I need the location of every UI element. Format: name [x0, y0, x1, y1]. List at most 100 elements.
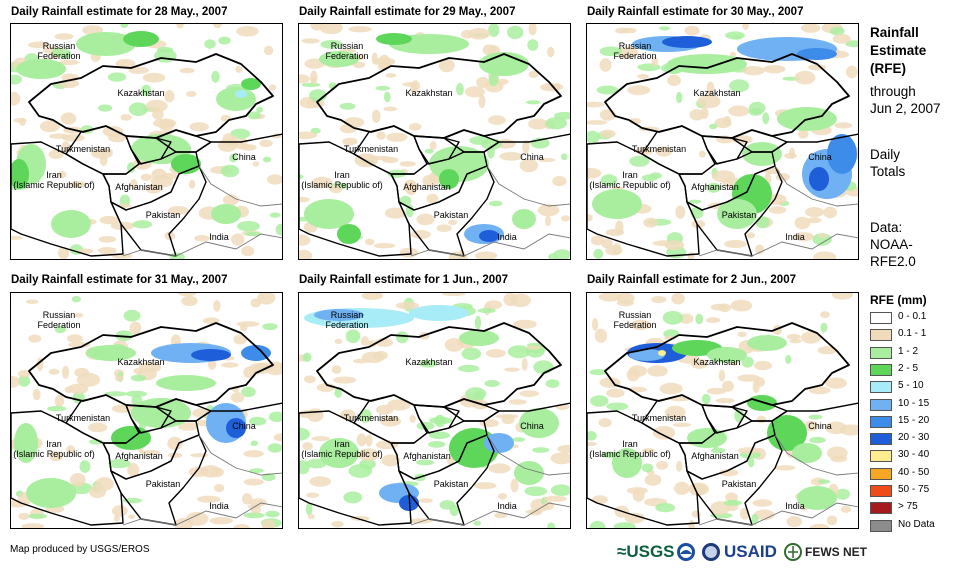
- country-border: [299, 141, 412, 257]
- rain-speckle: [32, 388, 41, 401]
- country-label-afghanistan: Afghanistan: [403, 182, 451, 192]
- rain-speckle: [301, 38, 320, 44]
- rain-speckle: [774, 465, 796, 471]
- country-label-india: India: [209, 501, 229, 511]
- rain-speckle: [552, 176, 567, 187]
- rain-speckle: [28, 334, 42, 343]
- country-label-india: India: [785, 501, 805, 511]
- rain-area: [459, 330, 499, 346]
- rain-speckle: [598, 418, 612, 428]
- rain-speckle: [98, 236, 117, 243]
- rain-speckle: [302, 352, 312, 362]
- rain-speckle: [243, 512, 265, 519]
- rain-speckle: [320, 40, 343, 49]
- rain-speckle: [309, 476, 331, 487]
- rain-speckle: [19, 117, 26, 127]
- rain-speckle: [179, 67, 195, 74]
- coastline: [486, 434, 570, 476]
- rain-speckle: [235, 65, 243, 73]
- rain-speckle: [11, 91, 21, 106]
- rain-area: [216, 87, 256, 111]
- rain-speckle: [762, 112, 770, 125]
- coastline: [410, 233, 570, 257]
- rain-area: [304, 199, 354, 229]
- rain-speckle: [310, 127, 321, 134]
- rain-speckle: [331, 365, 342, 374]
- rain-area: [123, 31, 159, 47]
- legend-swatch: [870, 450, 892, 463]
- rain-speckle: [785, 354, 792, 364]
- rain-speckle: [105, 149, 113, 154]
- rain-speckle: [697, 94, 721, 109]
- rain-speckle: [756, 377, 765, 387]
- rain-speckle: [525, 509, 541, 515]
- rain-area: [319, 51, 359, 67]
- rain-speckle: [353, 358, 370, 364]
- rain-speckle: [399, 247, 419, 258]
- rain-area: [337, 224, 361, 244]
- rain-speckle: [27, 513, 48, 519]
- rain-speckle: [599, 129, 616, 139]
- rain-speckle: [48, 149, 64, 159]
- rain-speckle: [482, 44, 497, 56]
- rain-speckle: [587, 101, 605, 108]
- legend-swatch: [870, 346, 892, 359]
- rain-area: [86, 345, 136, 361]
- rain-speckle: [643, 217, 659, 228]
- rain-speckle: [371, 52, 378, 65]
- rain-speckle: [375, 337, 393, 347]
- legend-swatch: [870, 381, 892, 394]
- rain-speckle: [846, 65, 858, 79]
- rain-speckle: [509, 293, 531, 308]
- rain-speckle: [528, 24, 537, 36]
- rain-speckle: [123, 309, 141, 322]
- legend-swatch: [870, 415, 892, 428]
- rain-speckle: [606, 402, 629, 411]
- legend-label: 30 - 40: [898, 449, 930, 461]
- legend-label: 0 - 0.1: [898, 311, 927, 322]
- rain-speckle: [688, 199, 702, 204]
- rain-speckle: [730, 299, 753, 312]
- noaa-seal-icon: [677, 543, 695, 561]
- rain-speckle: [176, 24, 184, 29]
- rain-speckle: [543, 495, 568, 502]
- rain-speckle: [213, 24, 222, 29]
- rain-area: [226, 418, 246, 438]
- rain-speckle: [62, 365, 70, 379]
- rain-speckle: [244, 231, 261, 237]
- rain-speckle: [690, 358, 708, 369]
- rain-speckle: [18, 375, 31, 387]
- fews-net-logo: FEWS NET: [784, 540, 867, 564]
- rain-speckle: [695, 313, 704, 325]
- rain-speckle: [675, 205, 686, 219]
- rain-speckle: [268, 411, 282, 423]
- rain-speckle: [218, 36, 231, 45]
- rain-speckle: [95, 477, 114, 491]
- rain-speckle: [737, 374, 761, 382]
- rain-speckle: [311, 436, 330, 442]
- rain-speckle: [737, 447, 761, 454]
- rain-speckle: [613, 522, 636, 528]
- rain-speckle: [637, 74, 649, 79]
- rain-speckle: [434, 414, 446, 428]
- country-label-kazakhstan: Kazakhstan: [693, 88, 741, 98]
- rain-area: [16, 59, 66, 79]
- rain-speckle: [786, 333, 801, 340]
- rain-speckle: [130, 374, 147, 382]
- rain-speckle: [644, 474, 662, 486]
- rain-speckle: [211, 70, 220, 83]
- rain-speckle: [54, 325, 67, 333]
- rain-area: [131, 134, 191, 164]
- country-label-russia: Russian Federation: [325, 310, 369, 330]
- rain-speckle: [111, 505, 128, 517]
- rain-speckle: [59, 59, 79, 65]
- rain-speckle: [133, 367, 144, 375]
- country-label-russia: Russian Federation: [613, 41, 657, 61]
- rain-speckle: [249, 468, 264, 474]
- rain-speckle: [587, 120, 608, 125]
- rain-speckle: [823, 206, 838, 219]
- country-label-pakistan: Pakistan: [433, 479, 469, 489]
- rain-speckle: [275, 223, 282, 236]
- rain-speckle: [67, 342, 91, 348]
- rain-area: [667, 54, 747, 74]
